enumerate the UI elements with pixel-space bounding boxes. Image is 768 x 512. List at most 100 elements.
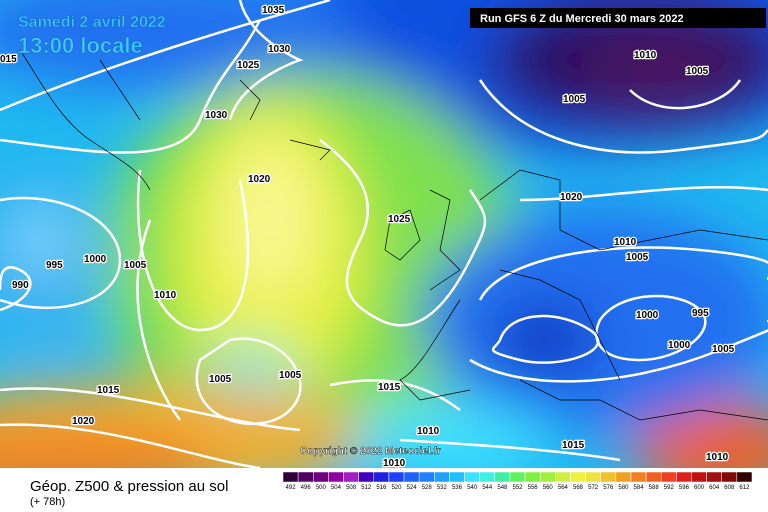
legend-swatch	[403, 471, 420, 483]
isobar-label: 1005	[626, 252, 649, 263]
legend-label: 560	[543, 485, 554, 491]
legend-label: 496	[301, 485, 312, 491]
legend-swatch	[585, 471, 601, 483]
legend-swatch	[373, 471, 390, 483]
copyright: Copyright © 2022 Meteociel.fr	[300, 446, 441, 457]
time-label: 13:00 locale	[18, 33, 143, 58]
isobar-label: 1000	[84, 254, 107, 265]
legend-label: 544	[482, 485, 493, 491]
isobar-label: 1025	[388, 214, 411, 225]
legend-label: 540	[467, 485, 478, 491]
legend-label: 548	[497, 485, 508, 491]
legend-label: 524	[407, 485, 418, 491]
legend-label: 568	[573, 485, 584, 491]
legend-label: 600	[694, 485, 705, 491]
legend-swatch	[343, 471, 359, 483]
legend-swatch	[509, 471, 526, 483]
legend-label: 612	[739, 485, 750, 491]
isobar-label: 1005	[124, 260, 147, 271]
legend-swatch	[570, 471, 586, 483]
legend-swatch	[388, 471, 405, 483]
legend-label: 532	[437, 485, 448, 491]
isobar-label: 990	[12, 280, 29, 291]
legend-label: 572	[588, 485, 599, 491]
legend-label: 520	[391, 485, 402, 491]
legend-swatch	[479, 471, 496, 483]
legend-swatch	[736, 471, 753, 483]
isobar-label: 1010	[614, 237, 637, 248]
isobar-label: 1005	[712, 344, 735, 355]
run-box	[470, 8, 766, 28]
legend-swatch	[328, 471, 344, 483]
legend-swatch	[555, 471, 571, 483]
legend-swatch	[706, 471, 722, 483]
isobar-label: 1030	[268, 44, 291, 55]
legend-label: 576	[603, 485, 614, 491]
legend-label: 492	[286, 485, 297, 491]
isobar-label: 1005	[279, 370, 302, 381]
isobar-label: 1010	[154, 290, 177, 301]
legend-label: 588	[649, 485, 660, 491]
legend-label: 516	[376, 485, 387, 491]
isobar-label: 1005	[686, 66, 709, 77]
legend-swatch	[660, 471, 677, 483]
legend-swatch	[539, 471, 556, 483]
legend-label: 504	[331, 485, 342, 491]
legend-swatch	[297, 471, 314, 483]
legend-label: 604	[709, 485, 720, 491]
legend-swatch	[358, 471, 375, 483]
legend-label: 528	[422, 485, 433, 491]
legend-swatch	[282, 471, 299, 483]
legend-label: 536	[452, 485, 463, 491]
legend-label: 564	[558, 485, 569, 491]
isobar-label: 1035	[262, 5, 285, 16]
legend-swatch	[615, 471, 632, 483]
isobar-label: 1010	[383, 458, 406, 469]
legend-swatch	[494, 471, 511, 483]
legend-label: 508	[346, 485, 357, 491]
footer-title: Géop. Z500 & pression au sol	[30, 478, 228, 495]
legend-swatch	[418, 471, 435, 483]
legend-label: 608	[724, 485, 735, 491]
legend-swatch	[676, 471, 692, 483]
legend-label: 552	[512, 485, 523, 491]
isobar-label: 1015	[97, 385, 120, 396]
legend-swatch	[600, 471, 617, 483]
isobar-label: 1030	[205, 110, 228, 121]
isobars	[0, 0, 768, 468]
run-label: Run GFS 6 Z du Mercredi 30 mars 2022	[480, 13, 684, 25]
legend-swatch	[464, 471, 480, 483]
isobar-label: 995	[46, 260, 63, 271]
legend-swatch	[721, 471, 738, 483]
color-legend: 492 496 500 504 508 512 516 520 524 528 532 536 540 5…	[282, 471, 753, 491]
date-label: Samedi 2 avril 2022	[18, 14, 166, 31]
legend-label: 556	[528, 485, 539, 491]
legend-swatch	[449, 471, 465, 483]
isobar-label: 1000	[668, 340, 691, 351]
legend-label: 580	[618, 485, 629, 491]
isobar-label: 1020	[72, 416, 95, 427]
coastlines	[19, 49, 768, 421]
lead-time: (+ 78h)	[30, 496, 65, 508]
isobar-label: 015	[0, 54, 17, 65]
legend-swatch	[434, 471, 450, 483]
isobar-label: 1015	[562, 440, 585, 451]
isobar-label: 1010	[634, 50, 657, 61]
isobar-labels: 1035 1030 1025 015 1030 1010 1005 1005 1020 1025 1…	[0, 4, 736, 471]
isobar-label: 995	[692, 308, 709, 319]
isobar-label: 1005	[209, 374, 232, 385]
isobar-label: 1020	[560, 192, 583, 203]
legend-label: 592	[664, 485, 675, 491]
legend-swatch	[645, 471, 662, 483]
legend-label: 512	[361, 485, 372, 491]
isobar-label: 1010	[417, 426, 440, 437]
isobar-label: 1020	[248, 174, 271, 185]
legend-swatch	[313, 471, 329, 483]
legend-swatch	[524, 471, 541, 483]
legend-label: 584	[634, 485, 645, 491]
legend-label: 596	[679, 485, 690, 491]
legend-swatch	[630, 471, 647, 483]
